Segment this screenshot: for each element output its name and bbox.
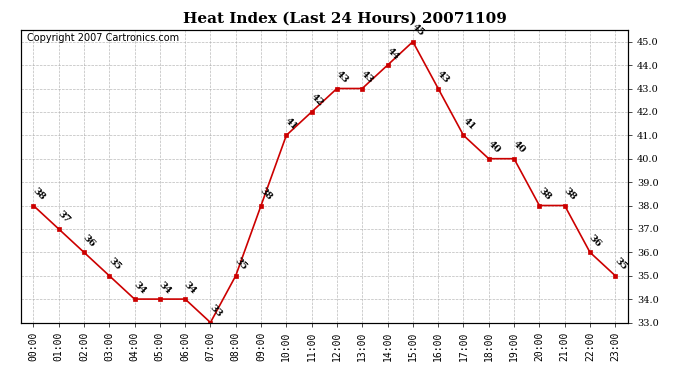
- Text: 38: 38: [562, 186, 578, 202]
- Text: 43: 43: [359, 69, 375, 85]
- Text: 34: 34: [157, 280, 173, 296]
- Text: 35: 35: [613, 256, 629, 272]
- Text: 34: 34: [132, 280, 148, 296]
- Text: 36: 36: [587, 233, 603, 249]
- Text: 38: 38: [537, 186, 553, 202]
- Text: 37: 37: [56, 209, 72, 225]
- Text: 43: 43: [334, 69, 350, 85]
- Text: 44: 44: [385, 46, 401, 62]
- Text: 45: 45: [410, 22, 426, 38]
- Text: 36: 36: [81, 233, 97, 249]
- Text: 38: 38: [30, 186, 46, 202]
- Text: 41: 41: [461, 116, 477, 132]
- Text: 35: 35: [233, 256, 249, 272]
- Text: Copyright 2007 Cartronics.com: Copyright 2007 Cartronics.com: [27, 33, 179, 43]
- Text: 35: 35: [106, 256, 122, 272]
- Text: 33: 33: [208, 303, 224, 319]
- Text: 40: 40: [486, 139, 502, 155]
- Text: 40: 40: [511, 139, 527, 155]
- Text: Heat Index (Last 24 Hours) 20071109: Heat Index (Last 24 Hours) 20071109: [183, 11, 507, 25]
- Text: 34: 34: [182, 280, 198, 296]
- Text: 42: 42: [309, 92, 325, 108]
- Text: 38: 38: [258, 186, 274, 202]
- Text: 41: 41: [284, 116, 299, 132]
- Text: 43: 43: [435, 69, 451, 85]
